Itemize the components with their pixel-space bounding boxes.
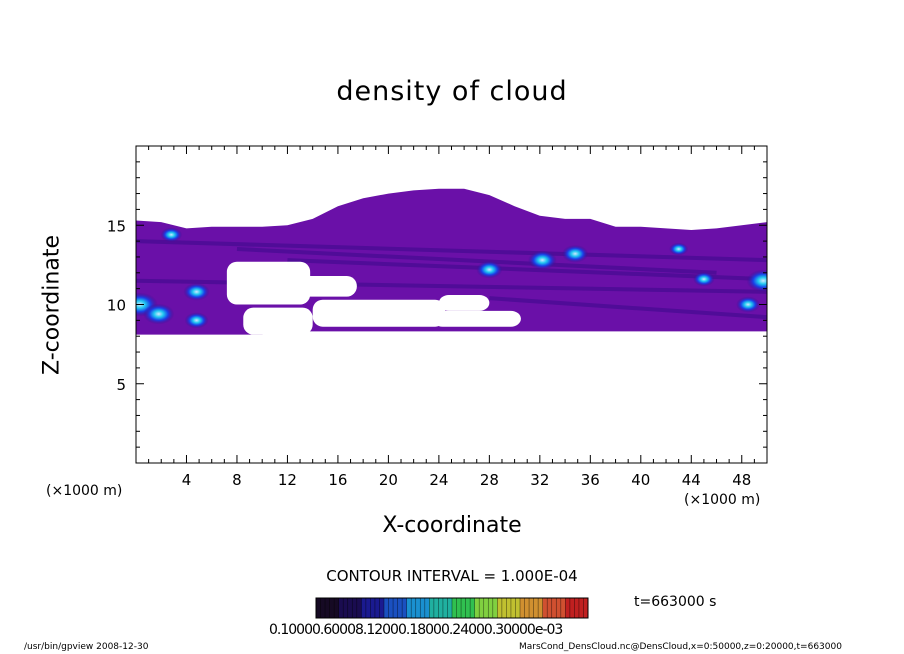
density-maximum — [184, 312, 209, 329]
colorbar-tick-labels: 0.10000.60008.12000.18000.24000.30000e-0… — [269, 622, 563, 638]
colorbar-segment — [497, 598, 521, 618]
x-unit-label-left: (×1000 m) — [46, 483, 123, 499]
density-maximum — [143, 303, 175, 325]
cloud-streak — [489, 296, 767, 320]
cloud-streak — [236, 247, 717, 275]
x-tick-label: 48 — [732, 471, 751, 489]
colorbar-frame — [315, 597, 589, 619]
y-tick-label: 10 — [107, 297, 126, 315]
x-tick-label: 32 — [530, 471, 549, 489]
cloud-streak — [287, 258, 767, 282]
x-tick-label: 4 — [182, 471, 192, 489]
x-tick-label: 44 — [682, 471, 701, 489]
colorbar-segment — [361, 598, 385, 618]
density-maximum — [669, 242, 689, 256]
x-tick-label: 36 — [581, 471, 600, 489]
colorbar-segment — [542, 598, 566, 618]
footer-left: /usr/bin/gpview 2008-12-30 — [24, 642, 149, 652]
cloud-gap — [432, 310, 521, 327]
x-tick-label: 28 — [480, 471, 499, 489]
colorbar-segment — [316, 598, 340, 618]
cloud-gap — [312, 299, 446, 327]
density-maximum — [183, 283, 210, 301]
cloud-streak — [136, 239, 767, 263]
x-unit-label-right: (×1000 m) — [684, 492, 761, 508]
x-axis-label: X-coordinate — [0, 513, 904, 538]
colorbar-segment — [452, 598, 476, 618]
density-maximum — [527, 250, 557, 270]
colorbar-segment — [384, 598, 408, 618]
x-tick-label: 12 — [278, 471, 297, 489]
colorbar-segment — [429, 598, 453, 618]
cloud-gap — [438, 294, 490, 311]
cloud-gap — [243, 307, 313, 335]
x-tick-label: 8 — [232, 471, 242, 489]
cloud-gap — [226, 261, 311, 305]
y-tick-label: 5 — [116, 376, 126, 394]
x-tick-label: 16 — [328, 471, 347, 489]
cloud-gap — [293, 275, 357, 297]
density-maximum — [160, 227, 183, 242]
x-tick-label: 20 — [379, 471, 398, 489]
density-maximum — [476, 260, 503, 279]
x-tick-label: 40 — [631, 471, 650, 489]
density-maximum — [693, 271, 715, 287]
x-axis-label-text: X-coordinate — [382, 513, 522, 538]
y-tick-label: 15 — [107, 217, 126, 235]
density-maximum — [736, 296, 761, 313]
footer-right: MarsCond_DensCloud.nc@DensCloud,x=0:5000… — [519, 642, 842, 652]
y-axis-label: Z-coordinate — [39, 235, 65, 375]
density-maximum — [561, 244, 589, 263]
colorbar-segment — [520, 598, 544, 618]
colorbar-segment — [338, 598, 362, 618]
cloud-field — [136, 188, 767, 335]
contour-interval-text: CONTOUR INTERVAL = 1.000E-04 — [326, 567, 578, 585]
chart-title: density of cloud — [336, 76, 568, 107]
colorbar-segment — [565, 598, 589, 618]
colorbar-segment — [474, 598, 498, 618]
colorbar-segment — [406, 598, 430, 618]
time-label: t=663000 s — [634, 594, 717, 610]
density-maximum — [746, 269, 767, 292]
x-tick-label: 24 — [429, 471, 448, 489]
